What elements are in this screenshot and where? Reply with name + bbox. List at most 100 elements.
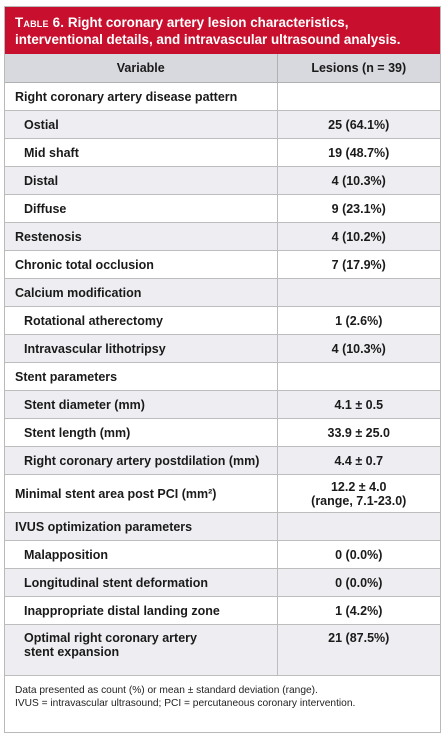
header-variable: Variable: [5, 54, 278, 83]
row-label-text: Ostial: [24, 117, 59, 132]
table-row: Rotational atherectomy 1 (2.6%): [5, 306, 440, 335]
row-label: Distal: [5, 166, 278, 195]
row-value-text: 19 (48.7%): [328, 145, 390, 160]
row-label: Right coronary artery postdilation (mm): [5, 446, 278, 475]
table-row: Inappropriate distal landing zone 1 (4.2%…: [5, 596, 440, 625]
row-value: 21 (87.5%): [277, 624, 440, 676]
row-value: 33.9 ± 25.0: [277, 418, 440, 447]
row-label-text: Longitudinal stent deformation: [24, 575, 209, 590]
row-label: Inappropriate distal landing zone: [5, 596, 278, 625]
table-caption: Right coronary artery lesion characteris…: [15, 15, 401, 47]
row-value: 1 (2.6%): [277, 306, 440, 335]
row-value-text: 9 (23.1%): [331, 201, 386, 216]
row-label: Rotational atherectomy: [5, 306, 278, 335]
row-value-text: 1 (4.2%): [335, 603, 383, 618]
row-label: IVUS optimization parameters: [5, 512, 278, 541]
row-value-text: 21 (87.5%): [328, 631, 390, 645]
row-value-text: 12.2 ± 4.0: [330, 479, 387, 494]
row-value: 4 (10.3%): [277, 166, 440, 195]
row-label-text: Chronic total occlusion: [15, 257, 154, 272]
row-label-text: Inappropriate distal landing zone: [24, 603, 220, 618]
row-label: Right coronary artery disease pattern: [5, 82, 278, 111]
table-row: Distal 4 (10.3%): [5, 166, 440, 195]
table-row: Malapposition 0 (0.0%): [5, 540, 440, 569]
row-label: Intravascular lithotripsy: [5, 334, 278, 363]
row-label-text: Optimal right coronary artery: [24, 631, 197, 645]
row-value: [277, 512, 440, 541]
footnote: Data presented as count (%) or mean ± st…: [5, 676, 440, 710]
table-row: Minimal stent area post PCI (mm²) 12.2 ± …: [5, 474, 440, 513]
row-label: Longitudinal stent deformation: [5, 568, 278, 597]
row-value: 25 (64.1%): [277, 110, 440, 139]
row-label-text: Malapposition: [24, 547, 109, 562]
row-value: 4.1 ± 0.5: [277, 390, 440, 419]
table-row: Intravascular lithotripsy 4 (10.3%): [5, 334, 440, 363]
header-row: Variable Lesions (n = 39): [5, 54, 440, 83]
row-value: 1 (4.2%): [277, 596, 440, 625]
row-label-text: Distal: [24, 173, 59, 188]
row-label-text: IVUS optimization parameters: [15, 519, 193, 534]
row-value-text: 1 (2.6%): [335, 313, 383, 328]
table-frame: Table 6. Right coronary artery lesion ch…: [4, 6, 441, 733]
row-label-text: Intravascular lithotripsy: [24, 341, 166, 356]
table-row: Ostial 25 (64.1%): [5, 110, 440, 139]
table-row: Stent diameter (mm) 4.1 ± 0.5: [5, 390, 440, 419]
row-label: Stent parameters: [5, 362, 278, 391]
row-label: Diffuse: [5, 194, 278, 223]
row-label: Minimal stent area post PCI (mm²): [5, 474, 278, 513]
row-value-text-2: (range, 7.1-23.0): [311, 493, 407, 508]
table-row: Stent length (mm) 33.9 ± 25.0: [5, 418, 440, 447]
table-row: Diffuse 9 (23.1%): [5, 194, 440, 223]
row-label-text: Right coronary artery postdilation (mm): [24, 453, 260, 468]
row-label-text: Restenosis: [15, 229, 82, 244]
data-table: Variable Lesions (n = 39) Right coronary…: [5, 54, 440, 676]
row-value-text: 0 (0.0%): [335, 575, 383, 590]
footnote-line-1: Data presented as count (%) or mean ± st…: [15, 685, 318, 696]
row-label-text: Calcium modification: [15, 285, 142, 300]
row-label: Calcium modification: [5, 278, 278, 307]
table-row: Restenosis 4 (10.2%): [5, 222, 440, 251]
row-value-text: 4 (10.3%): [331, 173, 386, 188]
row-label: Restenosis: [5, 222, 278, 251]
row-value-text: 25 (64.1%): [328, 117, 390, 132]
table-title: Table 6. Right coronary artery lesion ch…: [5, 7, 440, 54]
row-value-text: 4 (10.3%): [331, 341, 386, 356]
row-value-text: 4.1 ± 0.5: [334, 397, 384, 412]
table-row: IVUS optimization parameters: [5, 512, 440, 541]
row-value: 9 (23.1%): [277, 194, 440, 223]
table-row: Right coronary artery postdilation (mm) 4…: [5, 446, 440, 475]
row-value: 4 (10.3%): [277, 334, 440, 363]
row-value: 0 (0.0%): [277, 568, 440, 597]
row-value: 4.4 ± 0.7: [277, 446, 440, 475]
table-row: Optimal right coronary artery stent expan…: [5, 624, 440, 676]
header-lesions: Lesions (n = 39): [277, 54, 440, 83]
table-row: Chronic total occlusion 7 (17.9%): [5, 250, 440, 279]
row-label: Ostial: [5, 110, 278, 139]
row-value: [277, 362, 440, 391]
row-value: 7 (17.9%): [277, 250, 440, 279]
row-label-text: Diffuse: [24, 201, 67, 216]
table-body: Right coronary artery disease pattern Ost…: [5, 82, 440, 676]
table-row: Stent parameters: [5, 362, 440, 391]
row-label: Chronic total occlusion: [5, 250, 278, 279]
row-value-text: 7 (17.9%): [331, 257, 386, 272]
row-value: 19 (48.7%): [277, 138, 440, 167]
row-label: Stent diameter (mm): [5, 390, 278, 419]
row-label-text: Mid shaft: [24, 145, 79, 160]
footnote-line-2: IVUS = intravascular ultrasound; PCI = p…: [15, 698, 356, 709]
row-value-text: 4.4 ± 0.7: [334, 453, 384, 468]
row-label: Mid shaft: [5, 138, 278, 167]
row-label-text: Stent diameter (mm): [24, 397, 145, 412]
row-label-text: Rotational atherectomy: [24, 313, 163, 328]
row-value: 0 (0.0%): [277, 540, 440, 569]
table-row: Calcium modification: [5, 278, 440, 307]
table-number: Table 6.: [15, 15, 65, 30]
row-label-text: Minimal stent area post PCI (mm²): [15, 486, 217, 501]
row-label-text: Right coronary artery disease pattern: [15, 89, 238, 104]
row-value-text: 0 (0.0%): [335, 547, 383, 562]
table-row: Mid shaft 19 (48.7%): [5, 138, 440, 167]
row-label: Stent length (mm): [5, 418, 278, 447]
row-value: 4 (10.2%): [277, 222, 440, 251]
table-row: Longitudinal stent deformation 0 (0.0%): [5, 568, 440, 597]
row-value: 12.2 ± 4.0 (range, 7.1-23.0): [277, 474, 440, 513]
